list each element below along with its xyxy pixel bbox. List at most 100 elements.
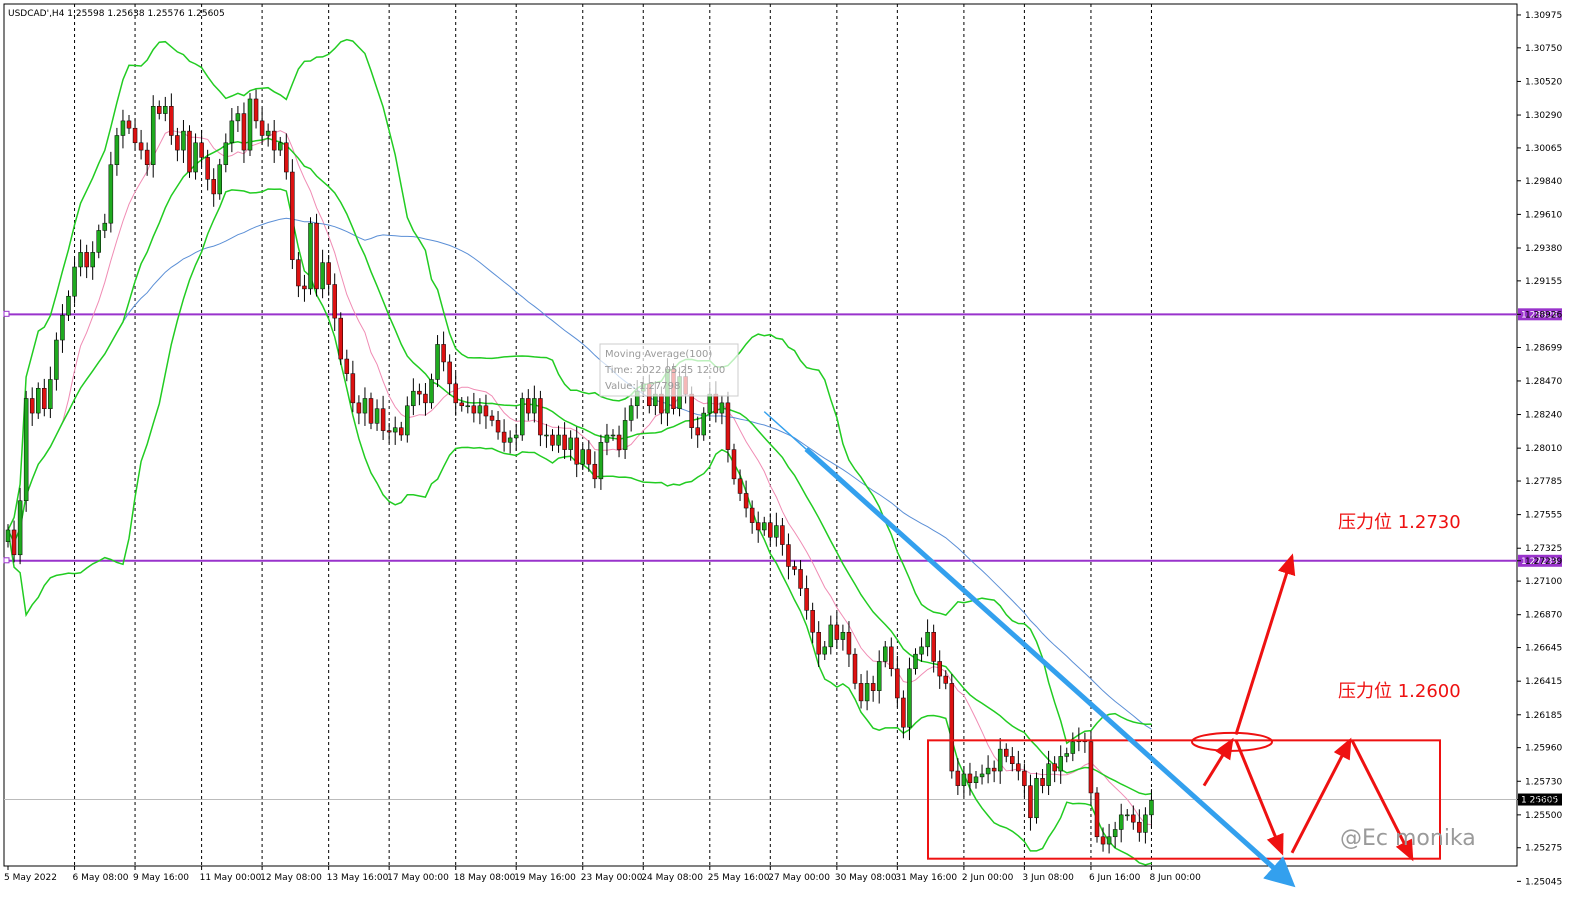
price-tick-label: 1.29610 (1525, 210, 1562, 220)
candle-body (441, 344, 446, 363)
price-tick-label: 1.27239 (1525, 557, 1562, 567)
indicators (7, 38, 1152, 866)
candle-body (284, 142, 289, 173)
candle-body (66, 295, 71, 316)
candle-body (731, 449, 737, 480)
candle-body (368, 398, 374, 424)
candle-body (501, 431, 507, 443)
level-handle[interactable] (3, 557, 10, 564)
price-tick-label: 1.30750 (1525, 44, 1562, 54)
price-tick-label: 1.29840 (1525, 177, 1562, 187)
candle-body (392, 427, 398, 433)
projection-arrow[interactable] (1290, 737, 1352, 854)
horizontal-levels: 1.28926 1.27239 1.25605 (3, 308, 1562, 806)
candle-body (163, 106, 168, 114)
candle-body (701, 412, 706, 436)
candle-body (822, 646, 827, 655)
candle-body (314, 222, 319, 290)
watermark-text: @Ec monika (1340, 826, 1476, 851)
time-axis: 5 May 2022 6 May 08:00 9 May 16:00 11 May 0… (4, 866, 1201, 883)
candle-body (1016, 763, 1021, 772)
candle-body (580, 449, 585, 465)
candle-body (526, 398, 531, 414)
price-tick-label: 1.28470 (1525, 377, 1562, 387)
candle-body (762, 522, 767, 531)
time-tick-label: 31 May 16:00 (895, 873, 957, 883)
candle-body (1112, 829, 1118, 838)
range-box[interactable] (927, 739, 1441, 860)
candle-body (1004, 748, 1009, 757)
candle-body (150, 106, 156, 165)
price-tick-label: 1.27325 (1525, 544, 1562, 554)
time-tick-label: 18 May 08:00 (454, 873, 516, 883)
candle-body (399, 427, 404, 436)
level-handle[interactable] (3, 310, 10, 317)
time-tick-label: 6 May 08:00 (73, 873, 129, 883)
candle-body (278, 142, 283, 151)
time-tick-label: 9 May 16:00 (133, 873, 189, 883)
candle-body (356, 402, 362, 414)
candle-body (659, 393, 664, 414)
time-tick-label: 25 May 16:00 (708, 873, 770, 883)
trend-arrow[interactable] (804, 447, 1296, 888)
resistance-annotation-2: 压力位 1.2600 (1338, 681, 1461, 702)
price-tick-label: 1.28699 (1525, 343, 1562, 353)
price-tick-label: 1.26185 (1525, 711, 1562, 721)
candle-body (1040, 778, 1045, 786)
candle-body (193, 142, 198, 173)
time-tick-label: 12 May 08:00 (260, 873, 322, 883)
projection-arrow[interactable] (1350, 739, 1414, 862)
candle-body (326, 262, 331, 285)
bollinger-dn-line (7, 188, 1152, 866)
candle-body (1131, 814, 1136, 823)
candle-body (846, 631, 852, 655)
candle-body (816, 631, 821, 655)
candle-body (955, 770, 961, 786)
candle-body (973, 776, 979, 783)
tooltip-line-1: Moving Average(100) (605, 349, 712, 360)
plot-frame (3, 3, 1518, 867)
candle-body (592, 463, 598, 480)
price-tick-label: 1.30065 (1525, 144, 1562, 154)
candle-body (689, 393, 694, 428)
candle-body (459, 402, 464, 407)
candle-body (1010, 756, 1015, 764)
price-tick-label: 1.28926 (1525, 310, 1562, 320)
candle-body (774, 525, 779, 538)
tooltip-line-3: Value: 1.27798 (605, 381, 680, 392)
candle-body (985, 767, 991, 775)
candle-body (126, 120, 132, 129)
candle-body (332, 284, 337, 319)
candle-body (562, 434, 567, 450)
candle-body (507, 437, 513, 443)
candle-body (786, 544, 791, 567)
candle-body (241, 113, 247, 151)
projection-arrow[interactable] (1234, 553, 1296, 735)
candle-body (604, 434, 610, 443)
candle-body (544, 434, 549, 437)
candle-body (144, 149, 150, 165)
level-price-box (1518, 308, 1562, 321)
candle-body (1137, 821, 1142, 833)
drawings (763, 411, 1441, 888)
candle-body (991, 767, 997, 772)
candle-body (876, 661, 882, 691)
projection-arrow[interactable] (1234, 739, 1284, 856)
candle-body (737, 478, 743, 494)
candle-body (997, 748, 1003, 772)
time-tick-label: 11 May 00:00 (200, 873, 262, 883)
current-price-box (1518, 793, 1562, 806)
trend-line-thin[interactable] (763, 411, 807, 450)
candle-body (84, 252, 89, 268)
candle-body (1149, 800, 1154, 816)
candle-body (1100, 836, 1106, 845)
price-tick-label: 1.30520 (1525, 77, 1562, 87)
projection-arrow[interactable] (1202, 737, 1234, 787)
candle-body (1106, 836, 1112, 845)
candle-body (308, 222, 313, 290)
candle-body (477, 405, 483, 414)
chart-area[interactable]: 1.28926 1.27239 1.25605 1.30975 1.30750 1.30… (0, 0, 1567, 889)
price-axis: 1.30975 1.30750 1.30520 1.30290 1.30065 1.298… (1517, 11, 1562, 887)
candle-body (23, 398, 29, 501)
